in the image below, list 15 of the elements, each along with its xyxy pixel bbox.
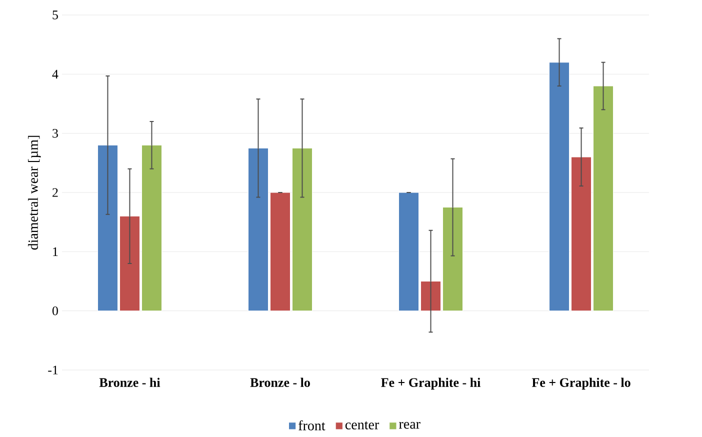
y-tick-label: 3 bbox=[52, 128, 58, 138]
y-tick-label: 2 bbox=[52, 188, 58, 197]
y-tick-label: 4 bbox=[52, 70, 58, 78]
y-tick-label: -1 bbox=[48, 366, 58, 374]
x-tick-label: Bronze - hi bbox=[99, 378, 160, 387]
x-tick-label: Fe + Graphite - hi bbox=[381, 378, 480, 390]
y-tick-label: 5 bbox=[52, 10, 58, 20]
legend-label: front bbox=[298, 420, 326, 430]
legend-label: rear bbox=[399, 422, 420, 429]
x-tick-label: Fe + Graphite - lo bbox=[532, 378, 630, 390]
y-tick-label: 1 bbox=[53, 247, 58, 256]
y-tick-label: 0 bbox=[52, 306, 58, 316]
y-axis-title: diametral wear [µm] bbox=[28, 136, 41, 250]
x-tick-label: Bronze - lo bbox=[250, 378, 310, 387]
legend-label: center bbox=[345, 421, 380, 430]
